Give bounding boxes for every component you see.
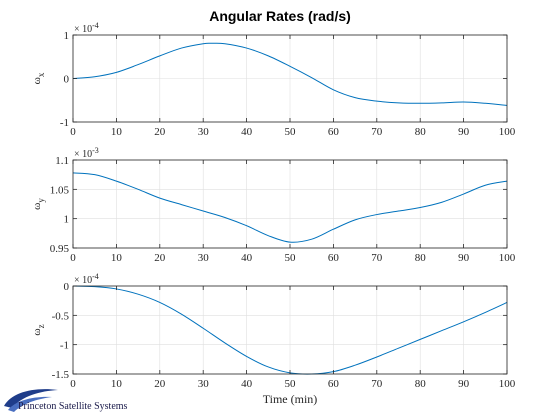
y-exponent-label: × 10-3 [74, 146, 99, 160]
x-tick-label: 80 [415, 252, 427, 264]
y-exponent-power: -3 [92, 146, 99, 155]
logo-swoosh-inner-icon [8, 396, 52, 412]
x-tick-label: 0 [70, 252, 76, 264]
y-tick-label: 1 [64, 214, 70, 226]
x-tick-label: 50 [285, 126, 297, 138]
y-exponent-label: × 10-4 [74, 272, 99, 286]
y-axis-label-subscript: z [36, 324, 46, 328]
x-tick-label: 10 [111, 378, 123, 390]
y-tick-label: 1 [64, 30, 70, 42]
company-logo: Princeton Satellite Systems [4, 389, 128, 412]
logo-text: Princeton Satellite Systems [18, 401, 128, 412]
x-tick-label: 60 [328, 252, 340, 264]
y-tick-label: 0.95 [50, 243, 70, 255]
x-tick-label: 40 [241, 252, 253, 264]
y-tick-label: -1 [60, 117, 69, 129]
x-axis-label: Time (min) [263, 392, 318, 406]
y-tick-label: -0.5 [52, 310, 70, 322]
subplot-1: 0 10 20 30 40 50 60 70 80 90 100-101× 10-4ωx [31, 21, 516, 138]
x-tick-label: 70 [371, 252, 383, 264]
x-tick-label: 50 [285, 252, 297, 264]
y-tick-label: -1.5 [52, 369, 70, 381]
y-axis-label-subscript: x [36, 72, 46, 77]
x-tick-label: 60 [328, 378, 340, 390]
logo-swoosh-icon [4, 389, 58, 408]
subplot-2: 0 10 20 30 40 50 60 70 80 90 100 0.95 1 1.05 1.1 × 10-3… [31, 146, 516, 264]
x-tick-label: 90 [458, 126, 470, 138]
x-tick-label: 30 [198, 252, 210, 264]
y-axis-label: ωz [31, 324, 46, 335]
y-exponent-label: × 10-4 [74, 21, 99, 35]
x-tick-label: 70 [371, 126, 383, 138]
x-tick-label: 90 [458, 252, 470, 264]
x-tick-label: 60 [328, 126, 340, 138]
y-axis-label: ωx [31, 72, 46, 84]
x-tick-label: 40 [241, 378, 253, 390]
x-tick-label: 0 [70, 126, 76, 138]
x-tick-label: 10 [111, 252, 123, 264]
x-tick-label: 20 [154, 126, 166, 138]
y-axis-label-symbol: ω [31, 77, 43, 84]
x-tick-label: 30 [198, 378, 210, 390]
x-tick-label: 90 [458, 378, 470, 390]
y-exponent-power: -4 [92, 272, 99, 281]
y-tick-label: 0 [64, 281, 70, 293]
y-axis-label-subscript: y [36, 198, 46, 203]
y-tick-label: 0 [64, 74, 70, 86]
x-tick-label: 100 [499, 126, 516, 138]
y-tick-label: 1.1 [55, 155, 69, 167]
x-tick-label: 80 [415, 378, 427, 390]
x-tick-label: 10 [111, 126, 123, 138]
x-tick-label: 100 [499, 252, 516, 264]
x-tick-label: 20 [154, 252, 166, 264]
subplot-3: 0 10 20 30 40 50 60 70 80 90 100 -1.5 -1 -0.5 0 × 10-4 ω… [31, 272, 516, 406]
y-axis-label-symbol: ω [31, 203, 43, 210]
y-tick-label: -1 [60, 340, 69, 352]
x-tick-label: 40 [241, 126, 253, 138]
figure-title: Angular Rates (rad/s) [209, 8, 351, 24]
x-tick-label: 0 [70, 378, 76, 390]
y-tick-label: 1.05 [50, 184, 70, 196]
x-tick-label: 100 [499, 378, 516, 390]
x-tick-label: 80 [415, 126, 427, 138]
x-tick-label: 70 [371, 378, 383, 390]
series-line-1 [72, 42, 508, 106]
y-axis-label-symbol: ω [31, 328, 43, 335]
series-line-1 [72, 172, 508, 243]
y-axis-label: ωy [31, 198, 46, 210]
x-tick-label: 50 [285, 378, 297, 390]
y-exponent-power: -4 [92, 21, 99, 30]
x-tick-label: 20 [154, 378, 166, 390]
x-tick-label: 30 [198, 126, 210, 138]
